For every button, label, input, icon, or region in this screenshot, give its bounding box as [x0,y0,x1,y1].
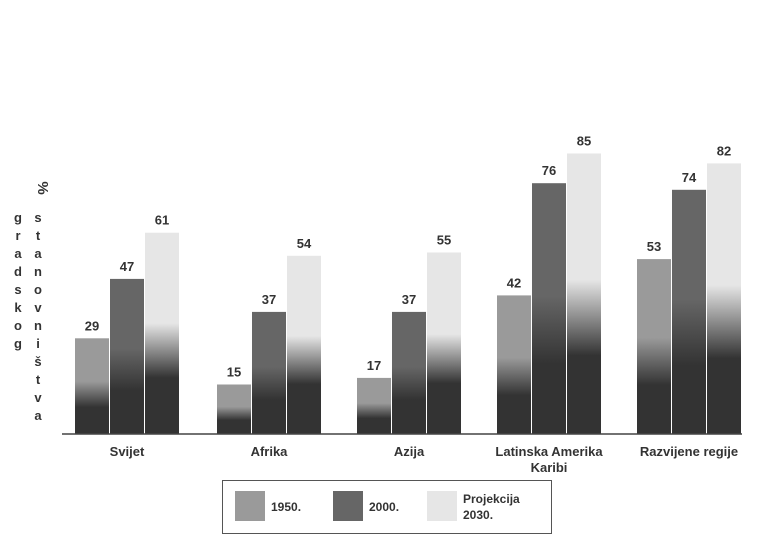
bar-2000-2 [392,311,426,434]
y-axis-letter-col1-4: s [14,282,21,297]
legend-swatch-1950 [235,491,265,521]
category-label-0: Svijet [110,444,145,459]
category-label-1: Afrika [251,444,289,459]
y-axis-letter-col2-4: o [34,282,42,297]
value-label-1950-0: 29 [85,318,99,333]
y-axis-letter-col2-2: a [34,246,42,261]
legend-swatch-2000 [333,491,363,521]
bar-2030-3 [567,153,601,434]
bar-2030-0 [145,232,179,434]
legend-item-1950: 1950. [235,491,301,521]
value-label-2000-4: 74 [682,170,697,185]
bar-2000-0 [110,278,144,434]
value-label-1950-3: 42 [507,275,521,290]
bar-2000-3 [532,183,566,434]
y-axis-letter-col2-8: š [34,354,41,369]
y-axis-letter-col2-9: t [36,372,41,387]
y-axis-letter-col2-11: a [34,408,42,423]
legend-label-2000: 2000. [369,500,400,514]
bar-2030-2 [427,252,461,434]
legend-item-2000: 2000. [333,491,399,521]
bar-1950-0 [75,338,109,434]
value-label-1950-2: 17 [367,358,381,373]
bar-2000-4 [672,189,706,434]
legend-item-2030: Projekcija 2030. [427,491,520,523]
value-label-1950-4: 53 [647,239,661,254]
y-axis-letter-col1-6: o [14,318,22,333]
bar-2030-4 [707,163,741,434]
bar-1950-4 [637,259,671,434]
bar-1950-3 [497,295,531,434]
y-axis-letter-col1-0: g [14,210,22,225]
bar-1950-2 [357,377,391,434]
bar-2000-1 [252,311,286,434]
legend-swatch-2030 [427,491,457,521]
y-axis-letter-col1-5: k [14,300,22,315]
category-label-2: Azija [394,444,425,459]
y-axis-letter-col1-1: r [15,228,20,243]
y-axis-letter-col2-0: s [34,210,41,225]
category-label-4: Razvijene regije [640,444,738,459]
y-axis-letter-col2-5: v [34,300,42,315]
value-labels-group: 29 47 61 15 37 54 17 37 55 42 76 85 53 74 82 [85,134,731,380]
legend-label-2030: Projekcija 2030. [463,492,520,522]
bars-group [75,153,741,434]
legend: 1950. 2000. Projekcija 2030. [222,480,552,534]
bar-2030-1 [287,255,321,434]
category-labels-group: Svijet Afrika Azija Latinska Amerika Karibi R… [110,444,738,475]
y-axis-letter-col1-2: a [14,246,22,261]
value-label-2030-1: 54 [297,236,312,251]
value-label-2000-1: 37 [262,292,276,307]
value-label-2000-3: 76 [542,163,556,178]
value-label-2000-0: 47 [120,259,134,274]
category-label-3: Latinska Amerika Karibi [495,444,603,475]
y-axis-letter-col2-1: t [36,228,41,243]
value-label-2030-3: 85 [577,134,591,149]
y-axis-letter-col2-7: i [36,336,40,351]
y-axis-letter-col1-3: d [14,264,22,279]
value-label-2000-2: 37 [402,292,416,307]
bar-1950-1 [217,384,251,434]
y-axis-letter-col2-3: n [34,264,42,279]
y-axis-letter-col1-7: g [14,336,22,351]
value-label-2030-4: 82 [717,143,731,158]
value-label-2030-2: 55 [437,233,451,248]
y-axis-letter-col2-10: v [34,390,42,405]
value-label-2030-0: 61 [155,213,169,228]
value-label-1950-1: 15 [227,365,241,380]
y-axis-letter-col2-6: n [34,318,42,333]
y-axis-percent-symbol: % [34,181,51,194]
legend-label-1950: 1950. [271,500,302,514]
